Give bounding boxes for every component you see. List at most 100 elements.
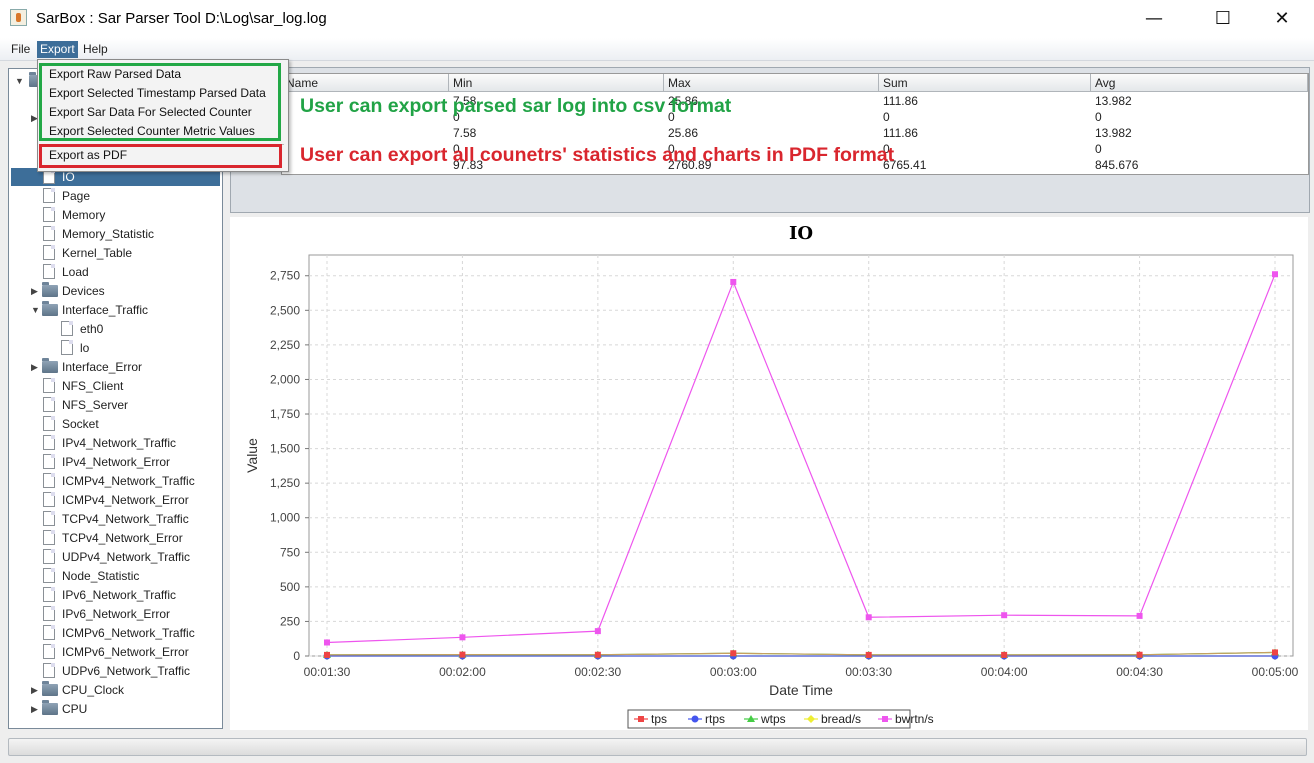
table-cell: 0 (453, 110, 460, 124)
maximize-button[interactable]: ☐ (1214, 8, 1232, 29)
statistics-panel: Name Min Max Sum Avg 7.58 25.86 111.86 13.9… (230, 67, 1310, 213)
data-point-tps (1272, 649, 1278, 656)
x-tick-label: 00:04:00 (981, 665, 1028, 679)
y-axis-label: Value (244, 438, 260, 473)
menu-help[interactable]: Help (83, 42, 108, 56)
table-cell: 25.86 (668, 126, 699, 140)
counter-tree[interactable]: ▼ ▶ IO Page Memory Memory_Statistic Kernel_T… (8, 68, 223, 729)
tree-item-label: ICMPv4_Network_Traffic (62, 474, 195, 488)
y-tick-label: 2,250 (270, 338, 300, 352)
x-tick-label: 00:03:00 (710, 665, 757, 679)
legend-box (627, 709, 911, 729)
minimize-button[interactable]: — (1145, 8, 1163, 29)
document-icon (43, 473, 55, 488)
y-tick-label: 750 (280, 545, 300, 559)
document-icon (43, 416, 55, 431)
table-cell: 13.982 (1095, 94, 1132, 108)
document-icon (43, 397, 55, 412)
folder-icon (42, 301, 58, 316)
window-title: SarBox : Sar Parser Tool D:\Log\sar_log.… (36, 10, 327, 27)
csv-highlight-box (39, 63, 281, 141)
data-point-bwrtns (1001, 612, 1008, 619)
menu-file[interactable]: File (11, 42, 31, 56)
tree-item-label: eth0 (80, 322, 104, 336)
data-point-tps (324, 651, 330, 658)
document-icon (43, 644, 55, 659)
chart-panel: IO 0 250 500 750 1,000 1,250 1,500 1,750 2,000 2,2… (230, 217, 1308, 730)
tree-item-label: Kernel_Table (62, 246, 133, 260)
legend-marker-tps (638, 716, 644, 722)
collapse-arrow-icon[interactable]: ▶ (31, 685, 38, 695)
table-cell: 845.676 (1095, 158, 1139, 172)
expand-arrow-icon[interactable]: ▼ (31, 305, 40, 315)
column-max[interactable]: Max (664, 74, 879, 92)
column-sum[interactable]: Sum (879, 74, 1091, 92)
document-icon (43, 549, 55, 564)
tree-item-label: Devices (62, 284, 105, 298)
legend-marker-bwrtns (882, 716, 888, 722)
table-cell: 0 (883, 142, 890, 156)
export-as-pdf[interactable]: Export as PDF (49, 148, 128, 162)
table-cell: 7.58 (453, 94, 477, 108)
tree-item-label: IPv6_Network_Error (62, 607, 171, 621)
progress-bar (8, 738, 1307, 756)
tree-item-label: NFS_Server (62, 398, 129, 412)
collapse-arrow-icon[interactable]: ▶ (31, 362, 38, 372)
data-point-tps (865, 651, 872, 658)
tree-item-label: CPU (62, 702, 88, 716)
folder-icon (42, 681, 58, 696)
export-selected-timestamp[interactable]: Export Selected Timestamp Parsed Data (49, 86, 266, 100)
folder-icon (42, 358, 58, 373)
table-cell: 25.86 (668, 94, 699, 108)
table-cell: 0 (1095, 110, 1102, 124)
legend-marker-rtps (691, 715, 699, 723)
tree-item-label: TCPv4_Network_Error (62, 531, 183, 545)
tree-item-label: UDPv4_Network_Traffic (62, 550, 191, 564)
tree-item-label: lo (80, 341, 90, 355)
tree-item-label: ICMPv4_Network_Error (62, 493, 189, 507)
document-icon (43, 188, 55, 203)
export-raw-parsed-data[interactable]: Export Raw Parsed Data (49, 67, 182, 81)
y-tick-label: 1,250 (270, 476, 300, 490)
collapse-arrow-icon[interactable]: ▶ (31, 704, 38, 714)
document-icon (61, 340, 73, 355)
tree-item-label: Memory (62, 208, 106, 222)
document-icon (43, 511, 55, 526)
export-sar-data-counter[interactable]: Export Sar Data For Selected Counter (49, 105, 252, 119)
tree-item-label: IO (62, 170, 75, 184)
column-name[interactable]: Name (282, 74, 449, 92)
tree-item-label: Page (62, 189, 91, 203)
menu-export[interactable]: Export (37, 41, 78, 58)
tree-item-label: Node_Statistic (62, 569, 140, 583)
close-button[interactable]: ✕ (1274, 8, 1290, 29)
document-icon (43, 606, 55, 621)
table-cell: 111.86 (883, 94, 918, 108)
y-tick-label: 1,500 (270, 442, 300, 456)
document-icon (43, 435, 55, 450)
column-avg[interactable]: Avg (1091, 74, 1308, 92)
y-tick-label: 2,500 (270, 303, 300, 317)
y-tick-label: 0 (293, 649, 300, 663)
table-cell: 0 (1095, 142, 1102, 156)
document-icon (43, 530, 55, 545)
legend-label-breads: bread/s (821, 712, 861, 726)
column-min[interactable]: Min (449, 74, 664, 92)
legend-label-tps: tps (651, 712, 667, 726)
tree-item-label: Interface_Error (62, 360, 143, 374)
table-cell: 6765.41 (883, 158, 927, 172)
title-bar: SarBox : Sar Parser Tool D:\Log\sar_log.… (0, 0, 1314, 38)
tree-item-label: IPv4_Network_Traffic (62, 436, 177, 450)
series-line-tps (326, 651, 1276, 656)
table-cell: 7.58 (453, 126, 477, 140)
tree-item-label: TCPv4_Network_Traffic (62, 512, 189, 526)
data-point-bwrtns (1136, 612, 1143, 619)
document-icon (43, 587, 55, 602)
tree-item-label: Socket (62, 417, 99, 431)
pdf-annotation: User can export all counetrs' statistics… (300, 144, 895, 166)
export-counter-metric-values[interactable]: Export Selected Counter Metric Values (49, 124, 255, 138)
document-icon (43, 226, 55, 241)
tree-item-io[interactable]: IO (11, 168, 220, 186)
data-point-tps (1136, 651, 1143, 658)
document-icon (43, 492, 55, 507)
collapse-arrow-icon[interactable]: ▶ (31, 286, 38, 296)
